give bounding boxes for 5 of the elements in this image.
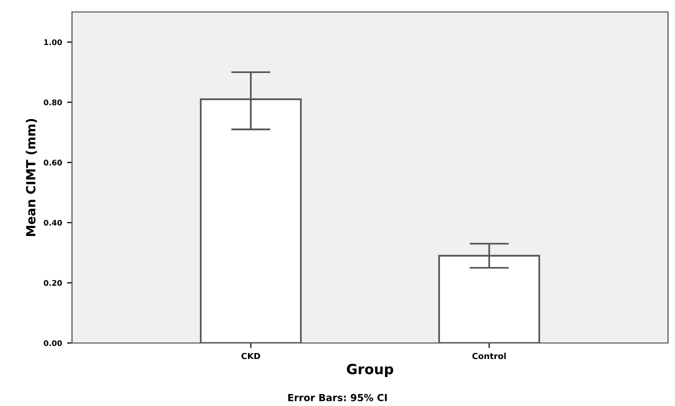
text: Error Bars: 95% CI bbox=[288, 394, 387, 402]
y-axis-title: Mean CIMT (mm) bbox=[26, 118, 37, 236]
x-axis-title: Group bbox=[346, 364, 394, 378]
x-tick-label: Control bbox=[472, 352, 506, 360]
x-tick-label: CKD bbox=[241, 352, 260, 360]
